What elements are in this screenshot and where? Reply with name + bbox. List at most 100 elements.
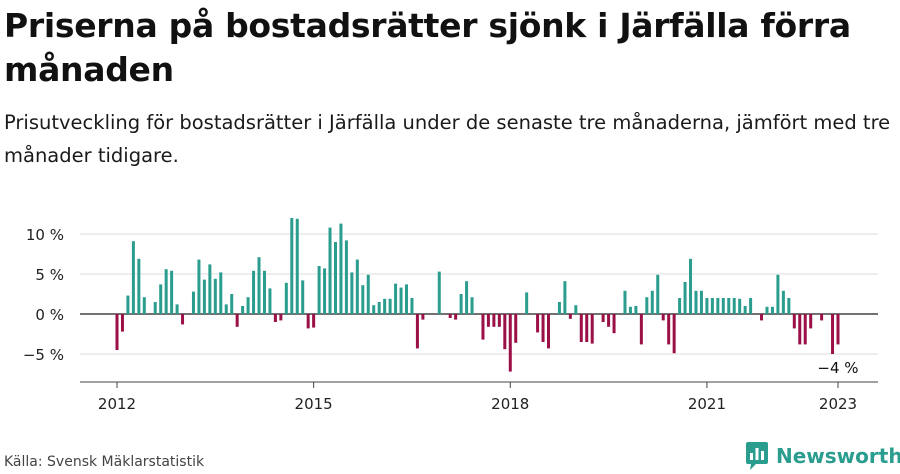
bar (295, 218, 299, 314)
bar (181, 314, 185, 325)
bar (241, 306, 245, 314)
bar (776, 274, 780, 314)
y-tick-label: 0 % (35, 306, 64, 324)
bar (699, 290, 703, 314)
bar (394, 283, 398, 314)
bar (437, 271, 441, 314)
bar (454, 314, 458, 320)
bar (514, 314, 518, 343)
bar (628, 306, 632, 314)
bar (388, 298, 392, 314)
bar (306, 314, 310, 329)
bar (290, 218, 294, 314)
bar (481, 314, 485, 340)
bar (705, 298, 709, 314)
bar (743, 306, 747, 314)
bar (301, 280, 305, 314)
bar (650, 290, 654, 314)
bar (230, 294, 234, 314)
bar (678, 298, 682, 314)
bar (383, 298, 387, 314)
bar (486, 314, 490, 327)
bar (159, 284, 163, 314)
bar (574, 305, 578, 314)
bar (312, 314, 316, 328)
bar (760, 314, 764, 321)
bar (607, 314, 611, 327)
bar (694, 290, 698, 314)
bar (563, 281, 567, 314)
bar (536, 314, 540, 333)
y-tick-label: −5 % (23, 346, 64, 364)
bar (547, 314, 551, 349)
bar (213, 278, 217, 314)
x-tick-label: 2023 (819, 395, 857, 413)
bar (328, 227, 332, 314)
bar (557, 302, 561, 314)
bar (153, 302, 157, 314)
y-tick-label: 5 % (35, 266, 64, 284)
bar (601, 314, 605, 322)
bar (175, 304, 179, 314)
newsworthy-logo-icon (746, 442, 768, 470)
bar (672, 314, 676, 354)
bar (252, 270, 256, 314)
bar (120, 314, 124, 332)
bar (590, 314, 594, 344)
bar (809, 314, 813, 329)
bar (836, 314, 840, 345)
bar (716, 298, 720, 314)
bar (421, 314, 425, 320)
bar (197, 259, 201, 314)
bar (503, 314, 507, 350)
bar (634, 306, 638, 314)
bar (497, 314, 501, 327)
bar-chart: −5 % 0 % 5 % 10 % 2012 2015 2018 2021 2023 −4 % (23, 218, 878, 413)
bar (235, 314, 239, 327)
bar (164, 269, 168, 314)
bar (525, 292, 529, 314)
bar (208, 264, 212, 314)
bar (645, 297, 649, 314)
bar (798, 314, 802, 345)
bar (820, 314, 824, 321)
bar (361, 285, 365, 314)
bar (224, 304, 228, 314)
x-tick-label: 2021 (688, 395, 726, 413)
bar (268, 288, 272, 314)
bar (191, 291, 195, 314)
bar (219, 272, 223, 314)
bar (710, 298, 714, 314)
brand-name: Newsworthy (776, 444, 900, 468)
bar (749, 298, 753, 314)
bar (246, 297, 250, 314)
bar (738, 298, 742, 314)
bar (508, 314, 512, 372)
x-tick-label: 2018 (491, 395, 529, 413)
bar (333, 242, 337, 314)
bar (683, 282, 687, 314)
bar (115, 314, 119, 350)
x-tick-label: 2015 (295, 395, 333, 413)
bar (415, 314, 419, 349)
bar (831, 314, 835, 354)
bar (257, 257, 261, 314)
bar (585, 314, 589, 342)
bar (765, 306, 769, 314)
bar (803, 314, 807, 345)
bar (317, 266, 321, 314)
bar (623, 290, 627, 314)
bar (579, 314, 583, 342)
bar (727, 298, 731, 314)
bar (262, 270, 266, 314)
x-tick-label: 2012 (98, 395, 136, 413)
bar (344, 240, 348, 314)
bar (656, 274, 660, 314)
bar (202, 279, 206, 314)
bar (377, 302, 381, 314)
bar (667, 314, 671, 345)
bar (470, 297, 474, 314)
bar (612, 314, 616, 334)
bar (355, 259, 359, 314)
chart-title: Priserna på bostadsrätter sjönk i Järfäl… (4, 6, 851, 89)
